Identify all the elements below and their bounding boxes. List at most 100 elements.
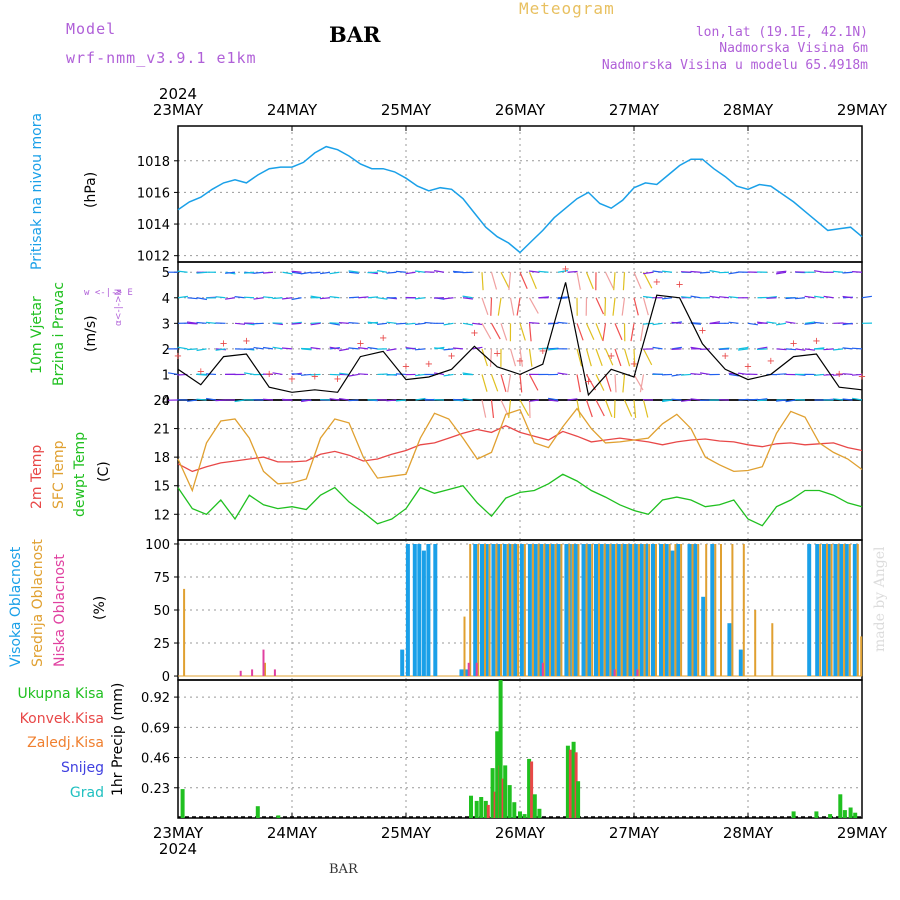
high-cloud-bar	[502, 544, 507, 677]
gust-marker: +	[493, 349, 501, 360]
wind-arrow	[557, 296, 569, 299]
conv-precip-bar	[501, 778, 505, 818]
wind-arrow	[490, 399, 495, 418]
time-label-top: 26MAY	[495, 101, 546, 119]
wind-arrow	[671, 346, 682, 350]
wind-arrow	[851, 271, 863, 273]
wind-arrow	[395, 399, 407, 402]
wind-arrow	[595, 399, 605, 417]
wind-arrow	[253, 346, 264, 350]
gust-marker: +	[470, 328, 478, 339]
wind-arrow	[785, 321, 796, 324]
wind-arrow	[680, 271, 692, 273]
wind-arrow	[814, 270, 825, 273]
wind-arrow	[585, 374, 597, 391]
wind-arrow	[538, 270, 549, 273]
elevation-label: Nadmorska Visina 6m	[719, 41, 868, 56]
pressure-line	[177, 145, 863, 254]
wind-arrow	[832, 373, 844, 376]
gust-marker: +	[675, 280, 683, 291]
y-tick-label: 0.46	[141, 752, 170, 767]
mid-cloud-bar	[537, 544, 540, 677]
wind-arrow	[291, 322, 302, 325]
wind-arrows	[167, 269, 873, 419]
wind-arrow	[415, 322, 426, 326]
y-tick-label: 1016	[137, 186, 170, 201]
product-title: Meteogram	[519, 0, 615, 18]
wind-arrow	[319, 297, 331, 300]
wind-arrow	[205, 321, 217, 324]
wind-arrow	[528, 271, 537, 290]
high-cloud-bar	[815, 544, 820, 677]
precip-legend-freezing: Zaledj.Kisa	[27, 735, 104, 751]
wind-arrow	[747, 398, 759, 401]
wind-arrow	[595, 297, 605, 315]
wind-arrow	[497, 297, 502, 316]
wind-arrow	[338, 322, 350, 324]
mid-cloud-bar	[488, 544, 491, 677]
wind-arrow	[329, 398, 340, 401]
wind-arrow	[234, 399, 245, 403]
wind-arrow	[452, 398, 464, 401]
high-cloud-bar	[564, 544, 569, 677]
wind-arrow	[310, 271, 321, 274]
high-cloud-bar	[539, 544, 544, 677]
wind-arrow	[262, 398, 274, 401]
total-precip-bar	[565, 745, 570, 818]
mid-cloud-bar	[837, 544, 840, 677]
wind-arrow	[567, 398, 578, 401]
wind-arrow	[823, 373, 834, 376]
wind-arrow	[643, 295, 654, 299]
wind-arrow	[329, 322, 340, 324]
high-cloud-bar	[852, 544, 857, 677]
time-label-bottom: 27MAY	[609, 824, 660, 842]
precip-legend-hail: Grad	[69, 785, 104, 801]
high-cloud-bar	[594, 544, 598, 677]
wind-arrow	[434, 347, 445, 350]
total-precip-bar	[469, 795, 473, 818]
gust-marker: +	[561, 264, 569, 275]
low-cloud-bar	[251, 669, 254, 676]
wind-arrow	[851, 347, 863, 350]
mid-cloud-bar	[742, 544, 745, 677]
wind-arrow	[604, 271, 614, 289]
wind-arrow	[168, 372, 179, 376]
wind-arrow	[348, 399, 359, 402]
wind-arrow	[833, 398, 844, 401]
mid-cloud-bar	[577, 544, 580, 677]
wind-arrow	[291, 373, 302, 376]
low-cloud-bar	[636, 669, 639, 676]
y-tick-label: 1014	[137, 218, 170, 233]
wind-arrow	[785, 348, 797, 351]
mid-cloud-bar	[469, 544, 472, 677]
y-tick-label: 0.69	[141, 721, 170, 736]
wind-arrow	[557, 372, 568, 376]
mid-cloud-bar	[771, 623, 774, 676]
gust-marker: +	[721, 351, 729, 362]
mid-cloud-bar	[598, 544, 600, 677]
wind-arrow	[339, 372, 350, 376]
wind-arrow	[757, 321, 768, 324]
high-cloud-bar	[616, 544, 621, 677]
wind-arrow	[662, 270, 673, 273]
high-cloud-bar	[484, 544, 489, 677]
total-precip-bar	[507, 785, 512, 818]
y-tick-label: 0.23	[141, 782, 170, 797]
y-tick-label: 0	[162, 670, 170, 685]
wind-arrow	[775, 271, 787, 275]
wind-arrow	[489, 348, 493, 367]
wind-arrow	[367, 321, 378, 324]
gust-marker: +	[425, 359, 433, 370]
total-precip-bar	[537, 808, 542, 818]
gust-marker: +	[356, 338, 364, 349]
total-precip-bar	[180, 789, 185, 818]
wind-arrow	[804, 348, 815, 351]
wind-arrow	[509, 297, 515, 316]
wind-arrow	[196, 271, 207, 274]
wind-arrow	[386, 373, 397, 376]
wind-arrow	[196, 398, 207, 401]
wind-arrow	[766, 296, 777, 299]
wind-arrow	[415, 297, 426, 300]
mid-cloud-bar	[543, 544, 546, 677]
wind-arrow	[386, 271, 397, 274]
